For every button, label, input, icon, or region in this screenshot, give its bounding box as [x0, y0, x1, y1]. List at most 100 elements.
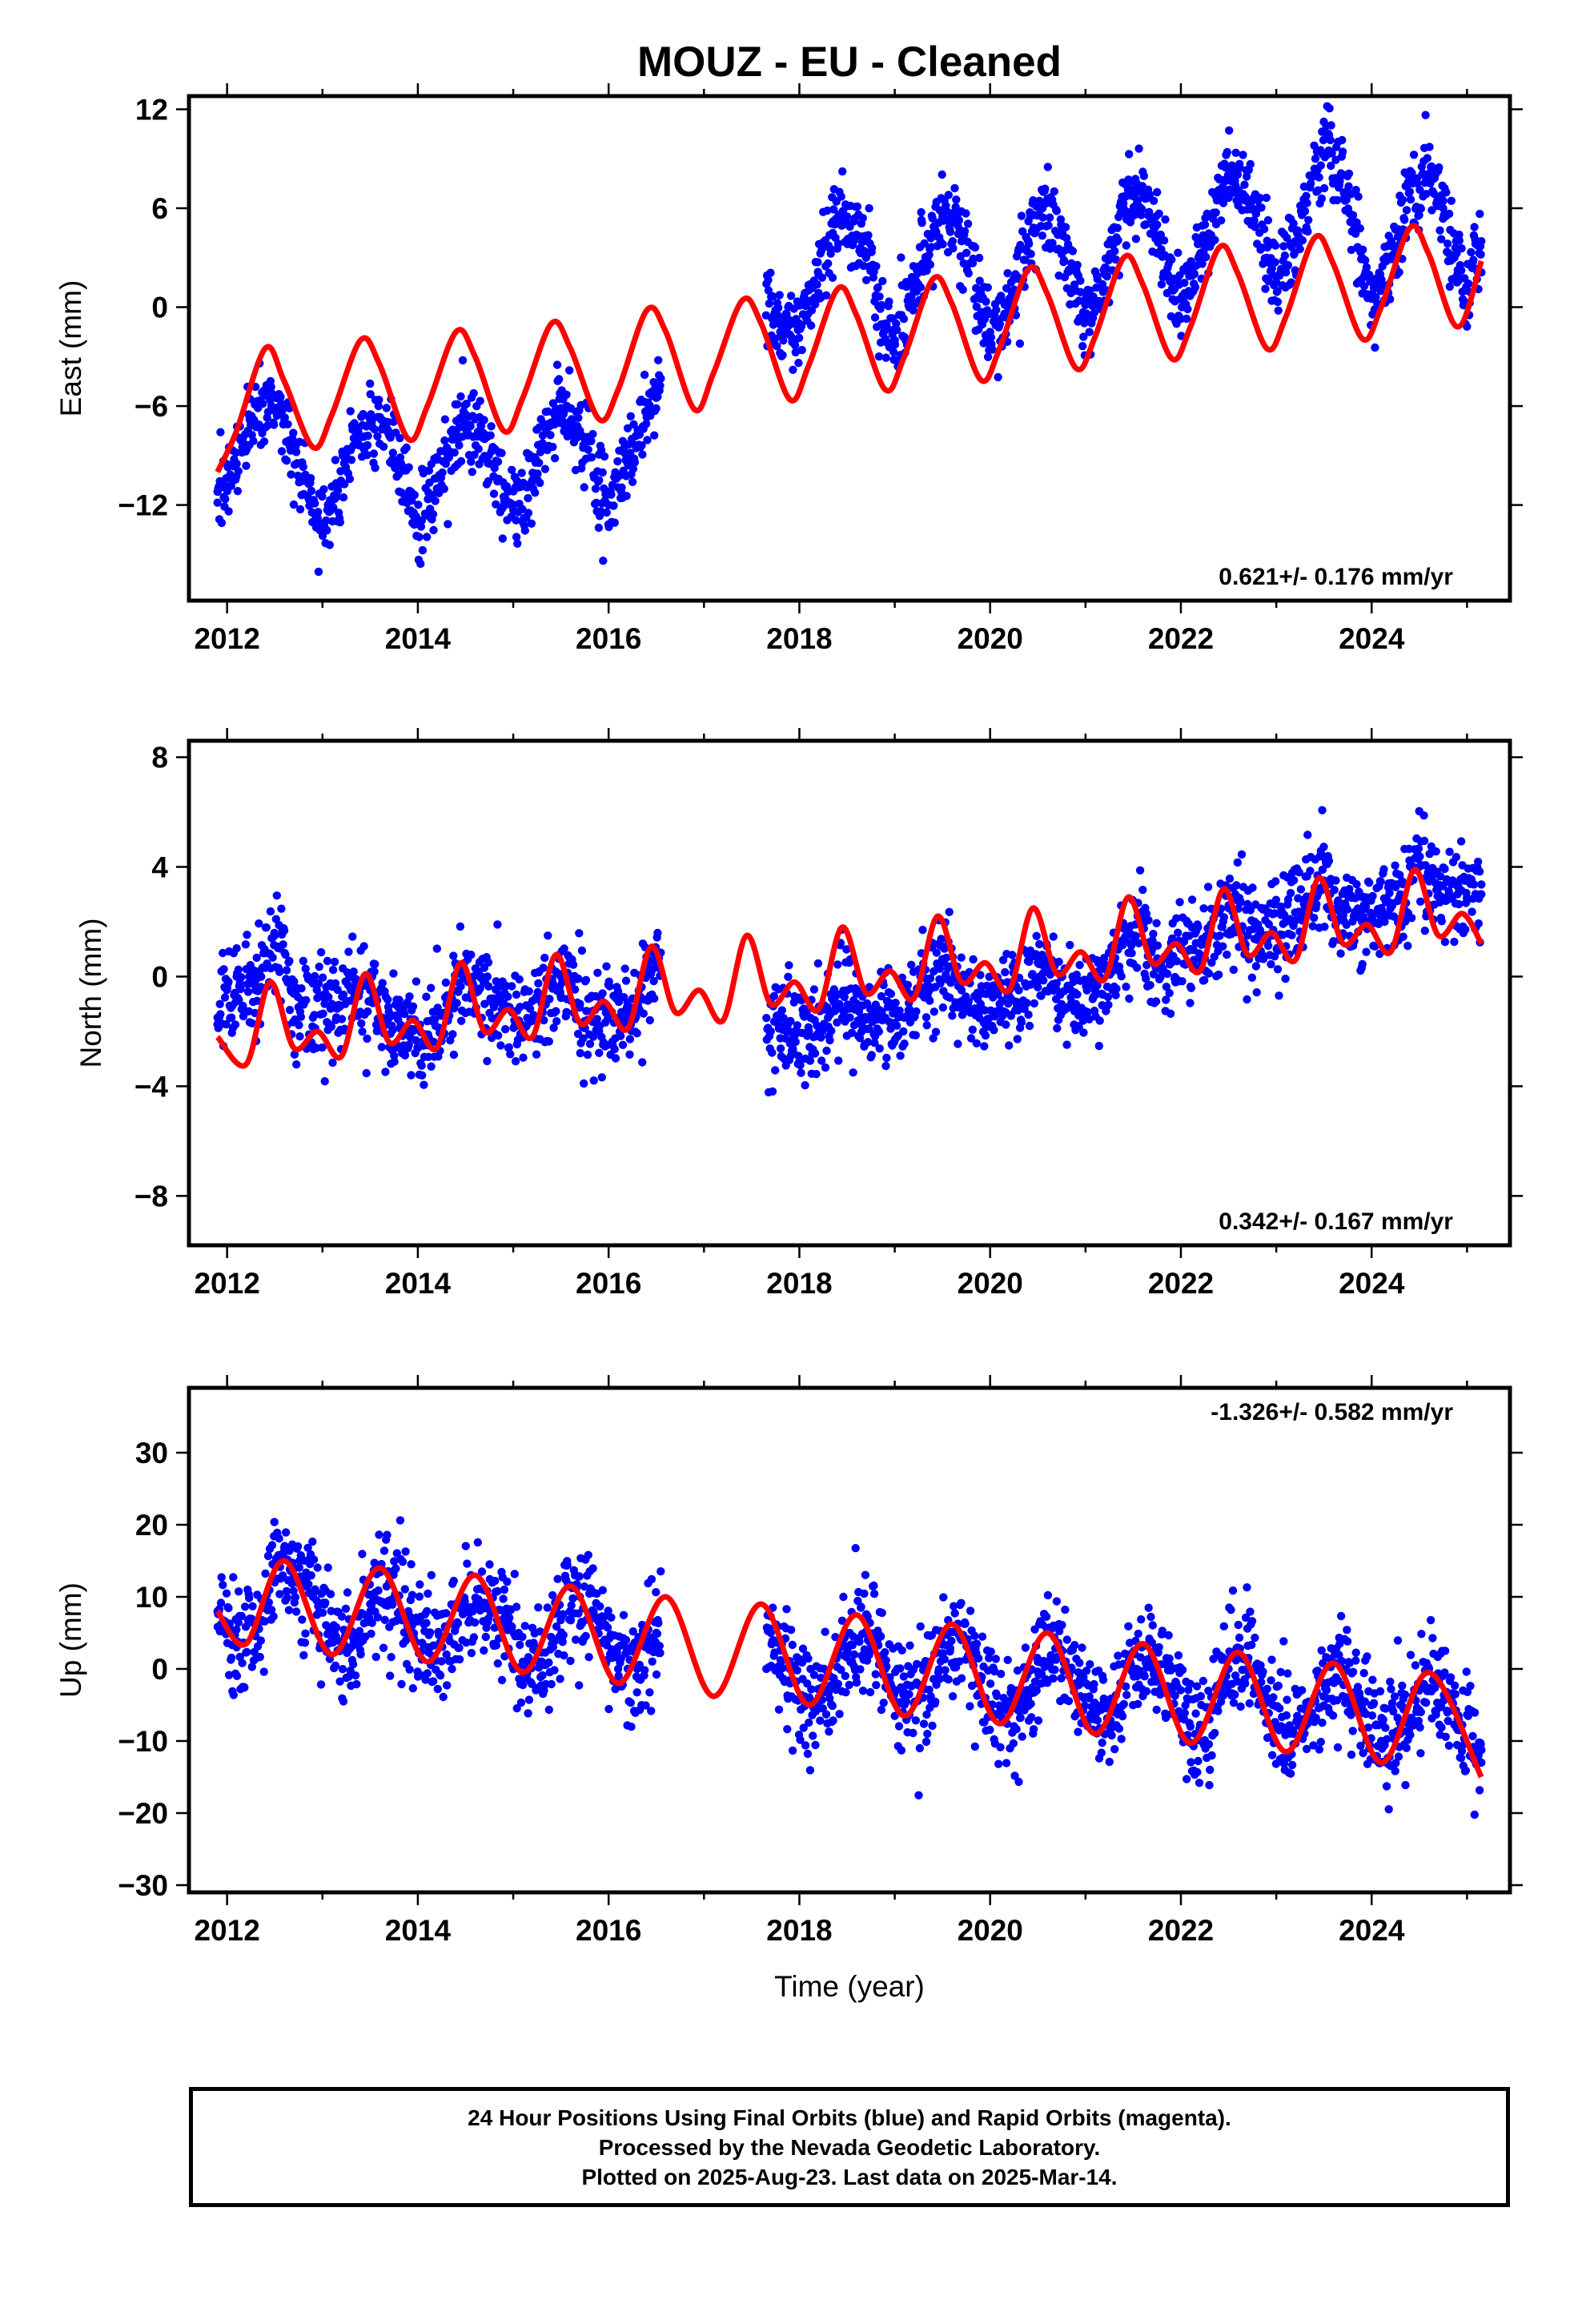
east-data-point — [764, 275, 773, 284]
north-data-point — [215, 999, 224, 1009]
up-data-point — [571, 1635, 580, 1644]
north-data-point — [1112, 984, 1121, 993]
up-data-point — [415, 1592, 424, 1601]
north-data-point — [1398, 879, 1407, 889]
east-data-point — [623, 459, 632, 468]
east-data-point — [960, 227, 970, 235]
east-plot-area — [213, 102, 1486, 577]
up-data-point — [460, 1597, 469, 1606]
north-data-point — [328, 1058, 337, 1068]
up-data-point — [807, 1685, 816, 1694]
east-data-point — [396, 433, 404, 443]
north-data-point — [903, 980, 913, 990]
north-data-point — [1440, 864, 1449, 874]
north-data-point — [492, 977, 500, 986]
east-data-point — [1406, 195, 1415, 204]
east-data-point — [878, 276, 887, 286]
north-data-point — [407, 1071, 416, 1080]
up-data-point — [217, 1573, 226, 1582]
up-data-point — [567, 1601, 576, 1610]
north-data-point — [506, 1050, 515, 1059]
north-data-point — [1477, 890, 1486, 899]
north-data-point — [1271, 909, 1279, 918]
up-data-point — [492, 1641, 500, 1650]
east-data-point — [1134, 144, 1143, 153]
north-data-point — [285, 956, 294, 966]
east-x-tick-label: 2016 — [576, 622, 641, 655]
north-data-point — [331, 979, 340, 988]
up-data-point — [548, 1642, 558, 1651]
east-data-point — [456, 392, 465, 401]
up-data-point — [835, 1710, 844, 1719]
east-data-point — [1005, 295, 1014, 304]
east-data-point — [983, 283, 993, 292]
east-data-point — [897, 253, 905, 262]
east-data-point — [242, 461, 251, 470]
up-data-point — [421, 1675, 430, 1684]
east-data-point — [786, 320, 795, 328]
east-data-point — [1134, 196, 1142, 205]
east-data-point — [1038, 213, 1047, 222]
up-data-point — [598, 1586, 607, 1594]
east-data-point — [404, 493, 413, 501]
east-data-point — [1114, 235, 1122, 245]
east-data-point — [613, 456, 622, 466]
north-data-point — [1229, 965, 1239, 975]
east-data-point — [440, 485, 448, 493]
east-data-point — [889, 348, 898, 356]
east-data-point — [1154, 209, 1163, 218]
north-data-point — [1104, 1000, 1113, 1010]
north-data-point — [388, 1026, 397, 1035]
east-data-point — [872, 262, 881, 271]
up-data-point — [648, 1657, 656, 1666]
north-data-point — [653, 928, 662, 938]
east-data-point — [1457, 244, 1466, 253]
east-data-point — [1280, 251, 1290, 260]
east-data-point — [429, 525, 438, 535]
east-data-point — [962, 209, 970, 218]
east-data-point — [389, 417, 398, 426]
east-data-point — [588, 429, 597, 439]
east-data-point — [786, 292, 796, 300]
east-data-point — [552, 360, 562, 369]
north-data-point — [412, 977, 421, 986]
north-data-point — [813, 959, 823, 968]
east-data-point — [1405, 187, 1415, 196]
east-data-point — [950, 183, 959, 193]
east-data-point — [944, 191, 954, 199]
north-data-point — [796, 1060, 805, 1070]
north-data-point — [243, 987, 253, 996]
north-y-axis-label: North (mm) — [74, 918, 107, 1068]
north-data-point — [219, 965, 228, 974]
east-data-point — [598, 468, 607, 477]
east-data-point — [418, 545, 428, 555]
north-data-point — [422, 992, 431, 1001]
east-data-point — [366, 390, 375, 399]
east-data-point — [508, 465, 516, 474]
north-data-point — [417, 1061, 426, 1070]
up-data-point — [232, 1671, 242, 1680]
up-data-point — [423, 1669, 432, 1678]
north-data-point — [938, 959, 947, 967]
up-data-point — [261, 1569, 270, 1578]
east-data-point — [1427, 206, 1436, 215]
up-data-point — [575, 1681, 584, 1690]
east-data-point — [1065, 267, 1074, 276]
east-data-point — [1351, 186, 1360, 195]
north-data-point — [1452, 853, 1461, 862]
up-data-point — [392, 1549, 401, 1558]
up-data-point — [801, 1741, 810, 1750]
north-data-point — [318, 1043, 327, 1052]
up-data-point — [809, 1731, 817, 1740]
up-data-point — [323, 1563, 332, 1572]
east-data-point — [1435, 163, 1443, 172]
east-data-point — [480, 416, 488, 424]
north-data-point — [1291, 916, 1300, 925]
north-data-point — [1017, 1018, 1026, 1027]
north-data-point — [275, 967, 284, 976]
north-data-point — [919, 986, 928, 995]
up-data-point — [405, 1665, 414, 1674]
east-data-point — [221, 495, 230, 504]
north-data-point — [1252, 988, 1261, 997]
north-data-point — [945, 907, 954, 917]
